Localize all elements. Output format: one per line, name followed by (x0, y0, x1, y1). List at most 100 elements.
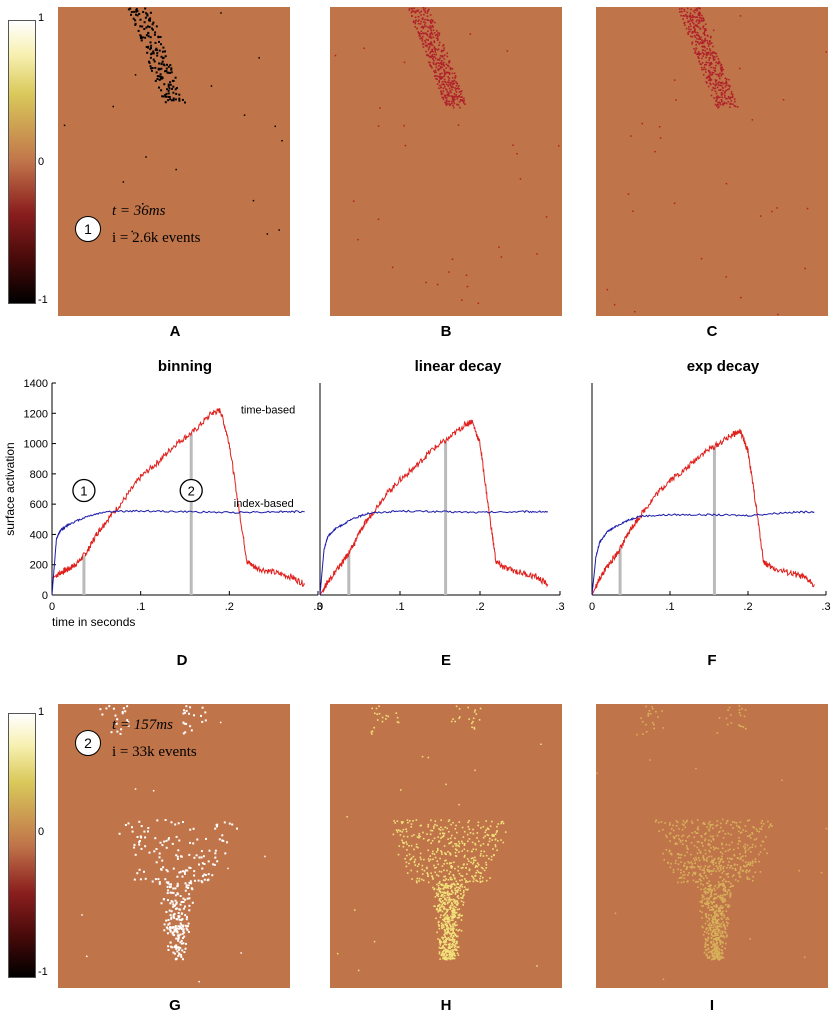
event-dot (191, 888, 194, 891)
event-dot (456, 890, 458, 893)
event-dot (669, 824, 671, 826)
event-dot (705, 903, 707, 906)
event-dot (441, 884, 443, 887)
event-dot (460, 90, 462, 93)
panel-i (596, 704, 828, 988)
event-dot (171, 842, 174, 845)
event-dot (747, 848, 750, 851)
event-dot (444, 883, 447, 885)
event-dot (722, 837, 725, 839)
event-dot (677, 857, 680, 859)
event-dot (724, 890, 727, 893)
event-dot (402, 842, 405, 845)
event-dot (455, 81, 457, 83)
event-dot (694, 873, 697, 875)
event-dot (204, 719, 207, 722)
event-dot (430, 872, 432, 874)
event-dot (446, 89, 448, 91)
noise-dot (377, 218, 380, 221)
event-dot (727, 904, 729, 906)
event-dot (720, 922, 723, 925)
event-dot (167, 949, 170, 951)
event-dot (444, 923, 447, 926)
event-dot (727, 906, 730, 908)
event-dot (409, 820, 411, 822)
event-dot (434, 57, 437, 60)
event-dot (433, 32, 436, 34)
event-dot (700, 880, 702, 882)
event-dot (176, 855, 179, 858)
event-dot (713, 945, 715, 947)
event-dot (718, 936, 721, 939)
event-dot (454, 954, 456, 957)
event-dot (416, 865, 419, 867)
event-dot (420, 33, 423, 35)
event-dot (718, 717, 721, 719)
event-dot (726, 820, 729, 822)
event-dot (184, 882, 187, 885)
event-dot (668, 849, 671, 852)
event-dot (713, 942, 716, 945)
event-dot (186, 916, 188, 919)
event-dot (450, 95, 452, 97)
event-dot (705, 61, 707, 64)
event-dot (703, 823, 706, 825)
event-dot (443, 75, 446, 77)
event-dot (681, 839, 684, 842)
event-dot (458, 914, 460, 917)
event-dot (710, 83, 712, 86)
event-dot (710, 884, 712, 887)
event-dot (714, 87, 717, 90)
event-dot (441, 926, 443, 928)
event-dot (706, 916, 708, 919)
event-dot (438, 898, 441, 900)
event-dot (447, 920, 449, 923)
event-dot (439, 944, 441, 946)
event-dot (452, 932, 454, 934)
event-dot (108, 705, 111, 708)
event-dot (720, 896, 723, 899)
noise-dot (804, 267, 806, 270)
event-dot (483, 850, 486, 853)
event-dot (699, 901, 702, 903)
event-dot (435, 62, 438, 65)
event-dot (152, 52, 155, 55)
event-dot (701, 57, 703, 60)
event-dot (183, 709, 185, 712)
event-dot (203, 878, 206, 881)
event-dot (720, 826, 722, 829)
event-dot (177, 912, 180, 914)
event-dot (428, 839, 430, 841)
event-dot (728, 904, 731, 907)
event-dot (708, 884, 711, 886)
event-dot (713, 887, 715, 890)
event-dot (476, 862, 479, 865)
event-dot (448, 819, 451, 821)
event-dot (738, 712, 741, 714)
event-dot (679, 856, 682, 859)
event-dot (433, 864, 435, 867)
event-dot (705, 68, 707, 71)
event-dot (429, 14, 432, 16)
event-dot (719, 103, 722, 106)
event-dot (430, 842, 432, 844)
event-dot (686, 15, 689, 18)
event-dot (701, 869, 704, 871)
event-dot (707, 52, 710, 55)
event-dot (715, 951, 718, 953)
event-dot (446, 886, 449, 888)
event-dot (685, 868, 688, 870)
event-dot (447, 94, 449, 97)
event-dot (745, 830, 747, 832)
event-dot (412, 21, 415, 23)
event-dot (701, 911, 703, 914)
event-dot (722, 861, 724, 863)
event-dot (439, 75, 441, 78)
event-dot (727, 832, 730, 835)
panel-i-events (596, 705, 828, 980)
noise-dot (465, 274, 468, 276)
event-dot (444, 929, 446, 931)
event-dot (699, 873, 702, 875)
event-dot (421, 864, 424, 867)
event-dot (701, 45, 703, 48)
